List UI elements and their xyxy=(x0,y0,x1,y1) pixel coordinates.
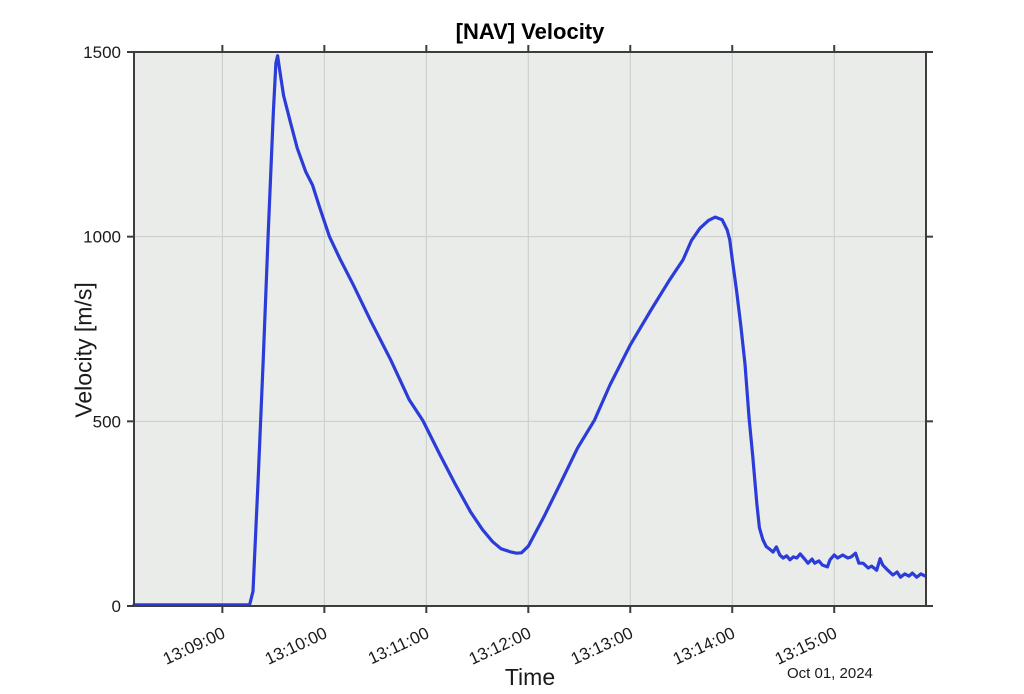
x-tick-label: 13:10:00 xyxy=(262,623,330,668)
x-tick-label: 13:12:00 xyxy=(466,623,534,668)
y-tick-label: 0 xyxy=(112,597,121,616)
axis-box xyxy=(133,51,927,607)
plot-area xyxy=(134,52,926,606)
y-axis-label: Velocity [m/s] xyxy=(70,282,97,418)
date-label: Oct 01, 2024 xyxy=(787,665,873,682)
x-tick-label: 13:09:00 xyxy=(160,623,228,668)
chart-title: [NAV] Velocity xyxy=(455,19,605,44)
x-tick-label: 13:15:00 xyxy=(772,623,840,668)
velocity-series-line xyxy=(132,54,927,607)
y-tick-label: 1000 xyxy=(83,228,121,247)
x-tick-label: 13:13:00 xyxy=(568,623,636,668)
y-tick-label: 1500 xyxy=(83,43,121,62)
x-tick-label: 13:11:00 xyxy=(365,623,432,668)
x-axis-label: Time xyxy=(504,664,556,690)
y-tick-label: 500 xyxy=(93,412,121,431)
x-tick-label: 13:14:00 xyxy=(670,623,738,668)
